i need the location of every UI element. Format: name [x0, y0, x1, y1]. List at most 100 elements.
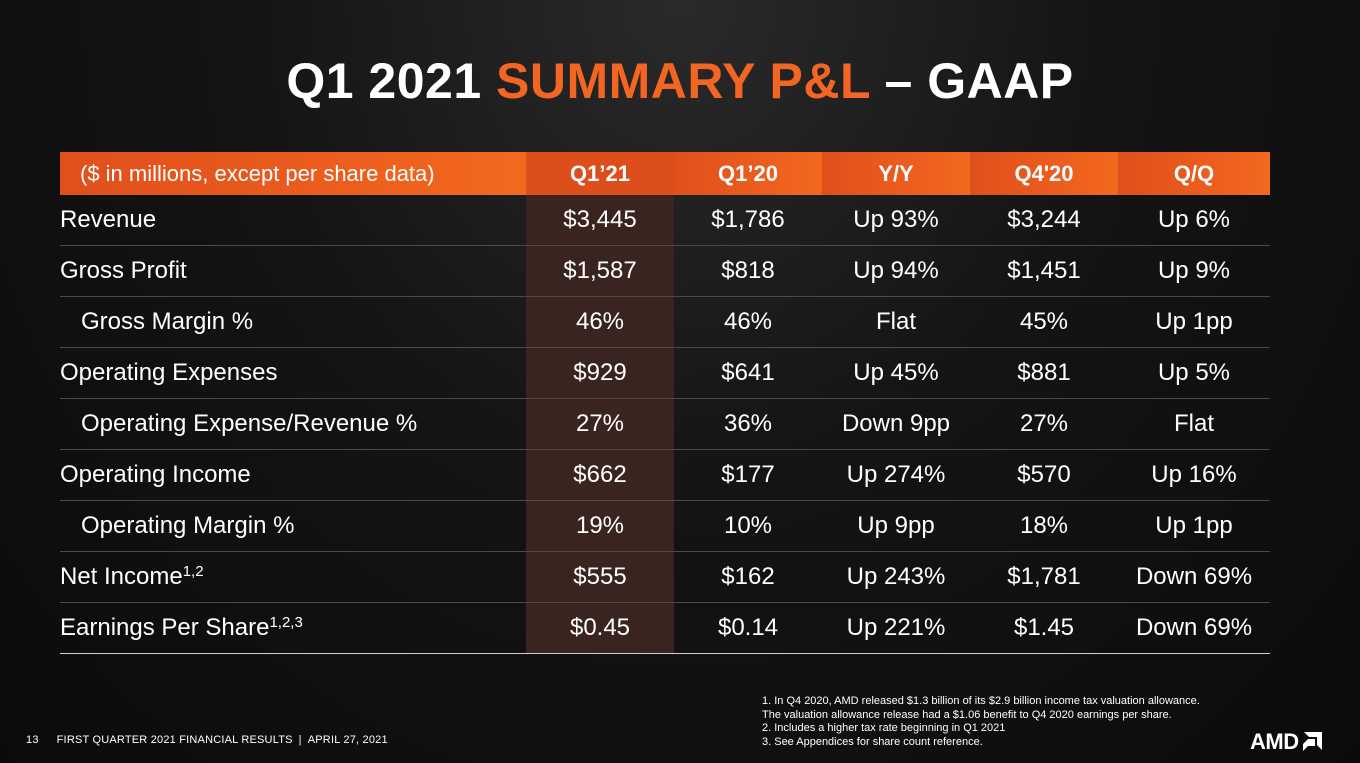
header-q1-20: Q1’20	[674, 152, 822, 195]
cell-q4-20: 45%	[970, 296, 1118, 348]
footnote-reference: 1,2	[182, 563, 204, 580]
cell-q1-21: 46%	[526, 296, 674, 348]
header-units-label: ($ in millions, except per share data)	[60, 152, 526, 195]
cell-yy: Down 9pp	[822, 398, 970, 450]
page-title: Q1 2021 SUMMARY P&L – GAAP	[0, 52, 1360, 110]
table-row: Earnings Per Share1,2,3 $0.45 $0.14 Up 221%…	[60, 602, 1270, 654]
header-qq: Q/Q	[1118, 152, 1270, 195]
cell-q4-20: 27%	[970, 398, 1118, 450]
cell-q4-20: $1.45	[970, 602, 1118, 654]
row-label-text: Operating Income	[60, 461, 251, 488]
header-q4-20: Q4'20	[970, 152, 1118, 195]
cell-q1-21: $555	[526, 551, 674, 603]
cell-q1-21: $1,587	[526, 245, 674, 297]
summary-pl-table: ($ in millions, except per share data) Q…	[60, 152, 1270, 654]
cell-qq: Flat	[1118, 398, 1270, 450]
row-label: Gross Margin %	[60, 296, 526, 348]
row-label-text: Gross Margin %	[81, 308, 254, 335]
cell-q1-21: $929	[526, 347, 674, 399]
table-row: Gross Profit $1,587 $818 Up 94% $1,451 Up 9%	[60, 245, 1270, 297]
cell-q1-20: $1,786	[674, 195, 822, 246]
cell-qq: Up 9%	[1118, 245, 1270, 297]
cell-q4-20: $881	[970, 347, 1118, 399]
cell-yy: Up 274%	[822, 449, 970, 501]
table-row: Operating Expense/Revenue % 27% 36% Down 9p…	[60, 398, 1270, 450]
table-body: Revenue $3,445 $1,786 Up 93% $3,244 Up 6% Gros…	[60, 195, 1270, 654]
page-number: 13	[26, 734, 39, 746]
cell-yy: Up 221%	[822, 602, 970, 654]
cell-yy: Flat	[822, 296, 970, 348]
table-row: Net Income1,2 $555 $162 Up 243% $1,781 Down 6…	[60, 551, 1270, 603]
cell-q1-21: 19%	[526, 500, 674, 552]
cell-q1-21: $662	[526, 449, 674, 501]
table-row: Operating Income $662 $177 Up 274% $570 Up 16…	[60, 449, 1270, 501]
table-row: Operating Expenses $929 $641 Up 45% $881 Up 5…	[60, 347, 1270, 399]
cell-q1-20: 36%	[674, 398, 822, 450]
slide-footer: 13 FIRST QUARTER 2021 FINANCIAL RESULTS | A…	[26, 734, 388, 746]
row-label: Operating Expenses	[60, 347, 526, 399]
cell-q1-21: $0.45	[526, 602, 674, 654]
row-label: Revenue	[60, 195, 526, 246]
cell-yy: Up 243%	[822, 551, 970, 603]
footnotes: 1. In Q4 2020, AMD released $1.3 billion…	[762, 695, 1200, 749]
cell-qq: Up 1pp	[1118, 296, 1270, 348]
cell-yy: Up 94%	[822, 245, 970, 297]
row-label-text: Operating Expenses	[60, 359, 278, 386]
amd-arrow-icon	[1302, 732, 1322, 751]
cell-qq: Up 5%	[1118, 347, 1270, 399]
row-label-text: Net Income	[60, 563, 183, 590]
cell-yy: Up 45%	[822, 347, 970, 399]
presentation-title: FIRST QUARTER 2021 FINANCIAL RESULTS	[56, 734, 293, 746]
footnote-1: 1. In Q4 2020, AMD released $1.3 billion…	[762, 695, 1200, 707]
cell-q1-21: $3,445	[526, 195, 674, 246]
cell-q4-20: $570	[970, 449, 1118, 501]
header-q1-21: Q1’21	[526, 152, 674, 195]
table-row: Revenue $3,445 $1,786 Up 93% $3,244 Up 6%	[60, 195, 1270, 246]
row-label: Operating Margin %	[60, 500, 526, 552]
row-label: Earnings Per Share1,2,3	[60, 602, 526, 654]
cell-qq: Up 6%	[1118, 195, 1270, 246]
title-accent: SUMMARY P&L	[496, 53, 871, 109]
row-label-text: Earnings Per Share	[60, 614, 270, 641]
cell-q1-21: 27%	[526, 398, 674, 450]
row-label: Operating Income	[60, 449, 526, 501]
row-label-text: Gross Profit	[60, 257, 187, 284]
header-yy: Y/Y	[822, 152, 970, 195]
cell-q4-20: $1,781	[970, 551, 1118, 603]
cell-q1-20: $177	[674, 449, 822, 501]
cell-qq: Down 69%	[1118, 602, 1270, 654]
row-label-text: Operating Expense/Revenue %	[81, 410, 418, 437]
cell-q1-20: $162	[674, 551, 822, 603]
footnote-2: 2. Includes a higher tax rate beginning …	[762, 722, 1006, 734]
cell-q1-20: $641	[674, 347, 822, 399]
presentation-date: APRIL 27, 2021	[307, 734, 388, 746]
cell-yy: Up 93%	[822, 195, 970, 246]
row-label: Operating Expense/Revenue %	[60, 398, 526, 450]
cell-q1-20: $818	[674, 245, 822, 297]
footer-separator: |	[298, 734, 302, 746]
footnote-1-continued: The valuation allowance release had a $1…	[762, 708, 1172, 721]
row-label-text: Operating Margin %	[81, 512, 295, 539]
table-header-row: ($ in millions, except per share data) Q…	[60, 152, 1270, 195]
table-row: Operating Margin % 19% 10% Up 9pp 18% Up 1pp	[60, 500, 1270, 552]
cell-qq: Up 16%	[1118, 449, 1270, 501]
row-label: Gross Profit	[60, 245, 526, 297]
table-row: Gross Margin % 46% 46% Flat 45% Up 1pp	[60, 296, 1270, 348]
amd-logo-text: AMD	[1250, 729, 1299, 754]
cell-q4-20: 18%	[970, 500, 1118, 552]
cell-q4-20: $1,451	[970, 245, 1118, 297]
title-part-2: – GAAP	[870, 53, 1074, 109]
footnote-reference: 1,2,3	[269, 614, 303, 631]
cell-q1-20: 10%	[674, 500, 822, 552]
title-part-1: Q1 2021	[286, 53, 497, 109]
cell-q1-20: $0.14	[674, 602, 822, 654]
row-label: Net Income1,2	[60, 551, 526, 603]
cell-q1-20: 46%	[674, 296, 822, 348]
cell-yy: Up 9pp	[822, 500, 970, 552]
cell-qq: Up 1pp	[1118, 500, 1270, 552]
cell-qq: Down 69%	[1118, 551, 1270, 603]
amd-logo: AMD	[1250, 729, 1322, 755]
cell-q4-20: $3,244	[970, 195, 1118, 246]
row-label-text: Revenue	[60, 206, 157, 233]
footnote-3: 3. See Appendices for share count refere…	[762, 735, 983, 748]
